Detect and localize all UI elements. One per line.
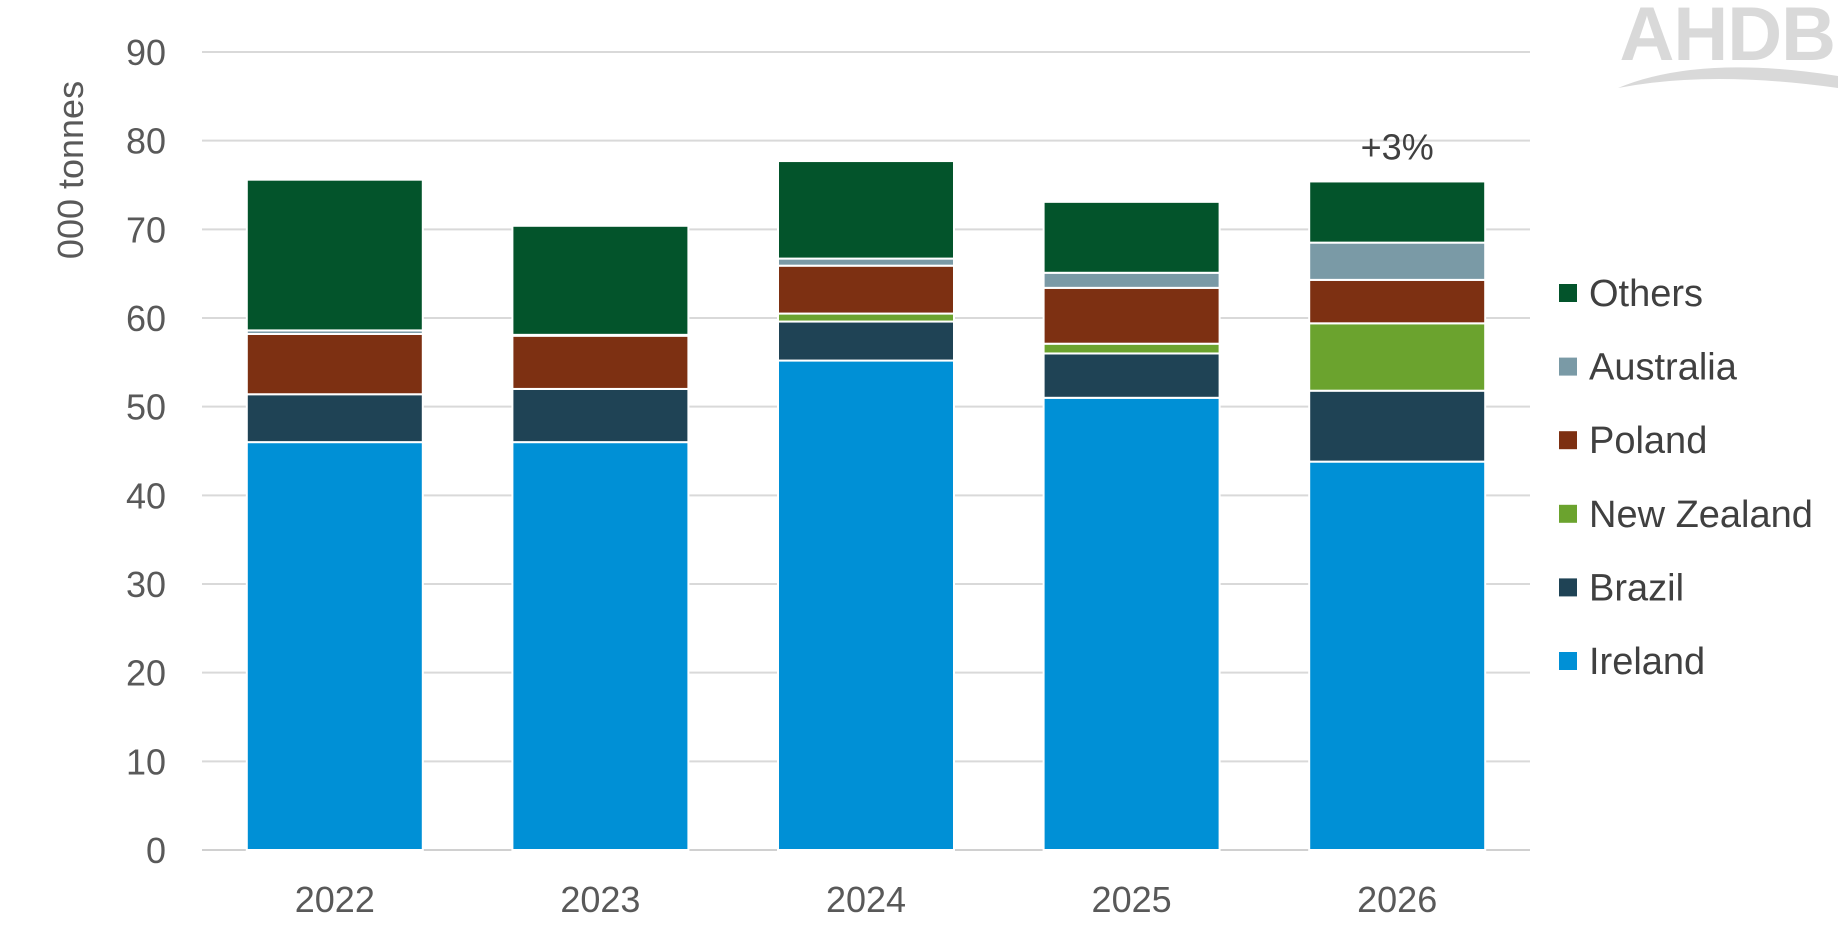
bar-segment <box>777 320 955 362</box>
legend-item: Brazil <box>1559 567 1684 609</box>
bar-segment <box>511 387 690 444</box>
legend-swatch <box>1559 578 1577 597</box>
bar-segment <box>1042 200 1221 274</box>
bar-stack-2024 <box>777 160 955 851</box>
legend-swatch <box>1559 504 1577 523</box>
bars <box>245 160 1487 851</box>
y-tick-label: 20 <box>126 653 166 694</box>
y-tick-label: 60 <box>126 298 166 339</box>
bar-segment <box>245 441 424 851</box>
legend-item: Poland <box>1559 420 1707 462</box>
bar-segment <box>777 257 955 267</box>
x-tick-label: 2023 <box>560 879 640 920</box>
x-tick-label: 2024 <box>826 879 906 920</box>
bar-stack-2026 <box>1308 180 1487 851</box>
y-tick-label: 10 <box>126 741 166 782</box>
legend-swatch <box>1559 652 1577 670</box>
bar-segment <box>1308 389 1487 463</box>
legend: Others Australia Poland New Zealand Brazil Ir… <box>1559 273 1813 683</box>
y-tick-label: 40 <box>126 475 166 516</box>
bar-segment <box>1042 342 1221 355</box>
annotation-label: +3% <box>1361 126 1434 167</box>
annotations: +3% <box>1361 126 1434 167</box>
x-tick-label: 2025 <box>1092 879 1172 920</box>
bar-segment <box>511 224 690 336</box>
bar-stack-2023 <box>511 224 690 851</box>
bar-segment <box>245 393 424 444</box>
y-tick-label: 80 <box>126 121 166 162</box>
legend-swatch <box>1559 431 1577 450</box>
y-axis-ticks: 0 10 20 30 40 50 60 70 80 90 <box>126 32 166 871</box>
bar-segment <box>511 334 690 390</box>
legend-swatch <box>1559 284 1577 302</box>
y-tick-label: 70 <box>126 209 166 250</box>
legend-label: Others <box>1589 273 1703 315</box>
bar-segment <box>511 441 690 851</box>
bar-segment <box>1042 286 1221 345</box>
y-tick-label: 50 <box>126 387 166 428</box>
bar-segment <box>1308 278 1487 325</box>
bar-segment <box>1308 180 1487 244</box>
bar-segment <box>777 312 955 323</box>
y-axis-label: 000 tonnes <box>50 81 91 259</box>
x-tick-label: 2022 <box>295 879 375 920</box>
y-tick-label: 30 <box>126 564 166 605</box>
bar-segment <box>1308 322 1487 392</box>
legend-label: Brazil <box>1589 567 1684 609</box>
legend-item: New Zealand <box>1559 494 1813 536</box>
bar-segment <box>245 178 424 332</box>
bar-segment <box>777 359 955 851</box>
y-tick-label: 0 <box>146 830 166 871</box>
bar-segment <box>777 160 955 260</box>
bar-segment <box>1042 352 1221 399</box>
y-tick-label: 90 <box>126 32 166 73</box>
logo-swoosh <box>1618 67 1838 88</box>
legend-label: Australia <box>1589 347 1738 389</box>
legend-item: Others <box>1559 273 1703 315</box>
bar-segment <box>1042 271 1221 289</box>
bar-stack-2022 <box>245 178 424 851</box>
legend-swatch <box>1559 357 1577 376</box>
bar-segment <box>245 332 424 396</box>
bar-segment <box>1308 460 1487 851</box>
bar-segment <box>1308 241 1487 281</box>
bar-segment <box>777 264 955 315</box>
legend-item: Ireland <box>1559 641 1705 683</box>
x-tick-label: 2026 <box>1357 879 1437 920</box>
legend-label: Ireland <box>1589 641 1705 683</box>
bar-segment <box>1042 396 1221 851</box>
legend-label: Poland <box>1589 420 1707 462</box>
bar-stack-2025 <box>1042 200 1221 851</box>
legend-label: New Zealand <box>1589 494 1813 536</box>
legend-item: Australia <box>1559 347 1738 389</box>
logo-text: AHDB <box>1619 0 1835 77</box>
ahdb-logo: AHDB <box>1618 0 1838 88</box>
x-axis-ticks: 2022 2023 2024 2025 2026 <box>295 879 1437 920</box>
